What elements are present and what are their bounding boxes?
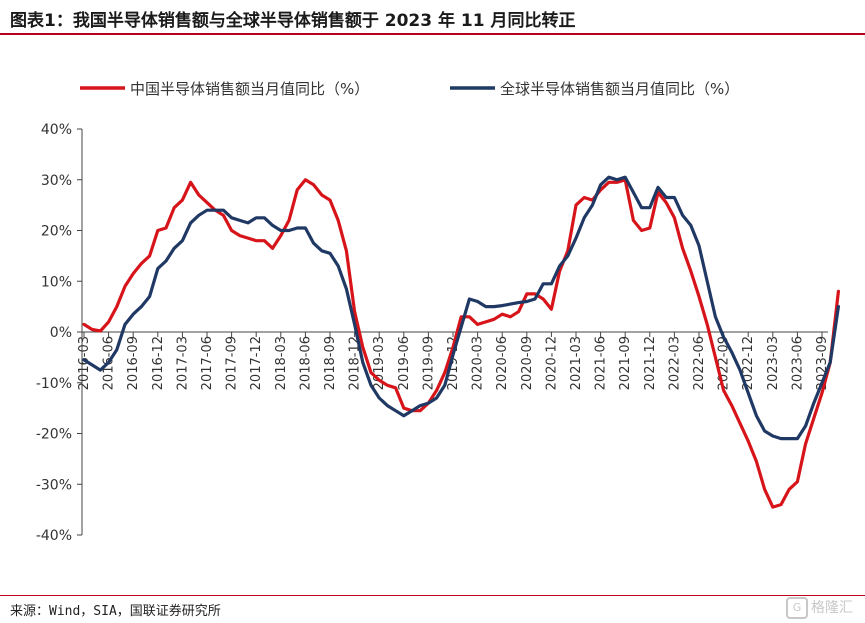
series-lines (82, 175, 841, 509)
watermark-text: 格隆汇 (811, 600, 853, 616)
x-tick-label: 2020-09 (520, 336, 535, 390)
x-tick-label: 2019-12 (446, 336, 461, 390)
x-tick-label: 2018-06 (298, 336, 313, 390)
title-divider (0, 33, 865, 35)
y-tick-label: -20% (36, 427, 72, 443)
line-chart: 中国半导体销售额当月值同比（%） 全球半导体销售额当月值同比（%） -40% -30… (36, 80, 841, 544)
y-tick-label: -10% (36, 376, 72, 392)
x-tick-label: 2016-03 (77, 336, 92, 390)
x-tick-label: 2021-09 (618, 336, 633, 390)
y-tick-label: -30% (36, 477, 72, 493)
x-tick-label: 2017-09 (225, 336, 240, 390)
x-tick-label: 2021-06 (594, 336, 609, 390)
x-tick-label: 2022-09 (717, 336, 732, 390)
chart-legend: 中国半导体销售额当月值同比（%） 全球半导体销售额当月值同比（%） (80, 80, 739, 98)
x-tick-label: 2020-06 (495, 336, 510, 390)
x-tick-label: 2023-06 (790, 336, 805, 390)
x-tick-label: 2018-09 (323, 336, 338, 390)
title-bar: 图表1：我国半导体销售额与全球半导体销售额于 2023 年 11 月同比转正 (0, 0, 865, 35)
x-tick-label: 2021-12 (643, 336, 658, 390)
x-tick-label: 2018-03 (274, 336, 289, 390)
x-tick-label: 2022-12 (741, 336, 756, 390)
watermark-logo-icon: G (786, 597, 808, 619)
y-tick-label: -40% (36, 528, 72, 544)
x-tick-label: 2019-09 (421, 336, 436, 390)
global-sales-yoy-line (82, 175, 841, 441)
x-tick-label: 2020-03 (471, 336, 486, 390)
y-tick-label: 30% (41, 173, 72, 189)
source-divider (0, 595, 865, 596)
y-axis: -40% -30% -20% -10% 0% 10% 20% 30% 40% (36, 122, 83, 544)
x-tick-label: 2016-12 (151, 336, 166, 390)
x-tick-label: 2023-03 (766, 336, 781, 390)
y-tick-label: 10% (41, 274, 72, 290)
y-tick-label: 40% (41, 122, 72, 138)
watermark: G 格隆汇 (786, 597, 853, 619)
chart-title: 图表1：我国半导体销售额与全球半导体销售额于 2023 年 11 月同比转正 (10, 11, 576, 31)
y-tick-label: 20% (41, 224, 72, 240)
x-tick-label: 2017-06 (200, 336, 215, 390)
x-tick-label: 2017-12 (249, 336, 264, 390)
x-tick-label: 2016-09 (126, 336, 141, 390)
x-tick-label: 2017-03 (175, 336, 190, 390)
x-tick-label: 2019-06 (397, 336, 412, 390)
legend-label: 全球半导体销售额当月值同比（%） (500, 80, 739, 98)
x-tick-label: 2020-12 (544, 336, 559, 390)
source-note: 来源：Wind，SIA，国联证券研究所 (10, 604, 221, 619)
x-tick-label: 2021-03 (569, 336, 584, 390)
legend-label: 中国半导体销售额当月值同比（%） (130, 80, 369, 98)
x-tick-label: 2022-06 (692, 336, 707, 390)
x-tick-label: 2022-03 (667, 336, 682, 390)
china-sales-yoy-line (82, 178, 841, 509)
x-axis: 2016-03 2016-06 2016-09 2016-12 2017-03 2017-… (77, 331, 830, 390)
y-tick-label: 0% (50, 325, 72, 341)
